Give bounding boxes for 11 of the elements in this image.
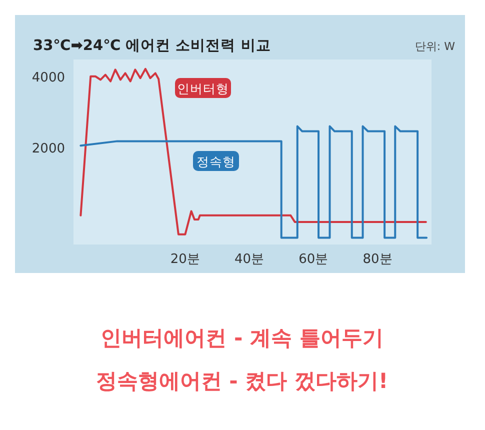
ytick: 2000 (32, 142, 65, 157)
ylabel: 단위: W (414, 40, 455, 53)
annotation: 정속형에어컨 - 켰다 껐다하기! (96, 369, 388, 393)
xtick: 60분 (298, 252, 328, 267)
series-label: 정속형 (196, 154, 236, 169)
xtick: 20분 (170, 252, 200, 267)
annotation: 인버터에어컨 - 계속 틀어두기 (100, 326, 384, 350)
xtick: 80분 (362, 252, 392, 267)
ytick: 4000 (32, 70, 65, 86)
xtick: 40분 (234, 252, 264, 267)
title: 33℃➡24℃ 에어컨 소비전력 비교 (33, 38, 271, 54)
